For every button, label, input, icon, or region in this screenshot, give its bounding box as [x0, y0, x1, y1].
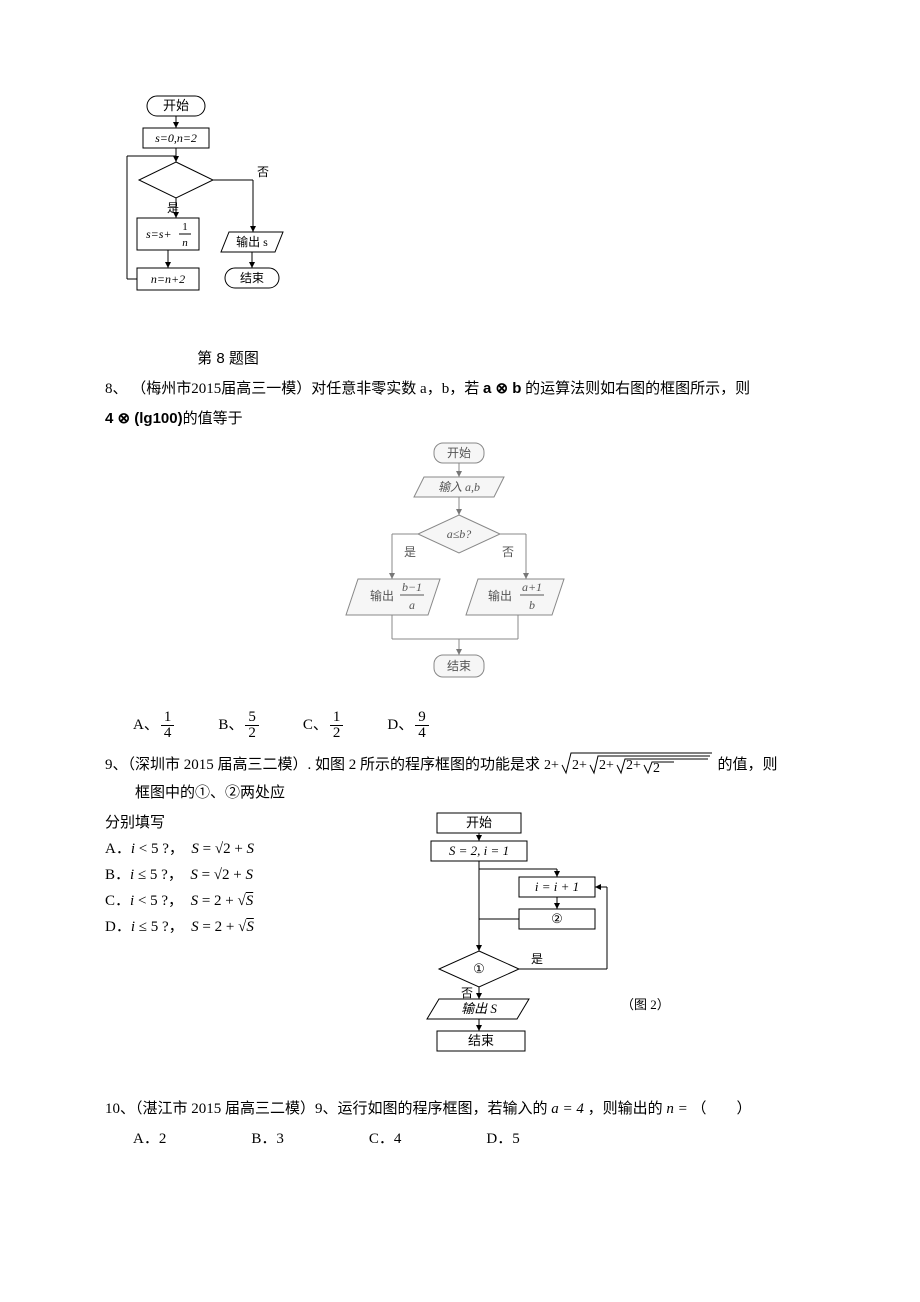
q10-c: C．4 — [369, 1127, 402, 1151]
q8fc-yes: 是 — [404, 545, 416, 559]
q9-line1: 9、（深圳市 2015 届高三二模）. 如图 2 所示的程序框图的功能是求 2+… — [105, 747, 805, 777]
q8-b-n: 5 — [245, 710, 259, 726]
fc7-end: 结束 — [240, 271, 264, 285]
q10-src: （湛江市 2015 届高三二模）9、运行如图的程序框图，若输入的 — [135, 1101, 548, 1117]
q9-fc-svg: 开始 S = 2, i = 1 i = i + 1 ② ① 是 否 输出 S 结… — [389, 809, 669, 1059]
q8-src: （梅州市2015届高三一模）对任意非零实数 — [131, 381, 416, 397]
q8-choices: A、14 B、52 C、12 D、94 — [105, 710, 805, 741]
q8-tail: 的值等于 — [183, 411, 243, 427]
q9-line2b: 分别填写 — [105, 811, 365, 835]
q8-line1: 8、 （梅州市2015届高三一模）对任意非零实数 a，b，若 a ⊗ b 的运算… — [105, 377, 805, 401]
svg-text:2+: 2+ — [599, 758, 614, 773]
q8fc-cond: a≤b? — [447, 527, 472, 541]
q8-mid2: 的运算法则如右图的框图所示，则 — [525, 381, 750, 397]
q9-line2a: 框图中的①、②两处应 — [105, 781, 805, 805]
q9fc-cond: ① — [473, 961, 485, 976]
q8-flowchart: 开始 输入 a,b a≤b? 是 否 输出 b−1 a 输出 a+1 b 结束 — [105, 439, 805, 702]
fc7-no: 否 — [257, 165, 269, 179]
q8fc-o2d: b — [529, 598, 535, 612]
q8-line2: 4 ⊗ (lg100)的值等于 — [105, 407, 805, 431]
q8-d-d: 4 — [415, 726, 429, 741]
fc7-step: s=s+ — [146, 227, 172, 241]
q9-tail: 的值，则 — [718, 757, 778, 773]
q9-num: 9、 — [105, 757, 128, 773]
q10-choices: A．2 B．3 C．4 D．5 — [105, 1127, 805, 1151]
fc7-yes: 是 — [167, 201, 179, 215]
q9fc-cap: （图 2） — [621, 997, 669, 1012]
svg-text:2+: 2+ — [626, 758, 641, 773]
q9fc-out: 输出 S — [461, 1001, 497, 1016]
q10-d: D．5 — [486, 1127, 519, 1151]
fc7-fracd: n — [182, 237, 188, 249]
q8-a-n: 1 — [161, 710, 175, 726]
q8-chD: D、94 — [387, 710, 430, 741]
fc7-fracn: 1 — [182, 221, 188, 233]
q8fc-o1d: a — [409, 598, 415, 612]
q8-chA: A、14 — [133, 710, 176, 741]
flowchart-top-svg: 开始 s=0,n=2 是 否 s=s+ 1 n n=n+2 输出 s 结束 — [105, 92, 290, 337]
q8fc-out1p: 输出 — [370, 588, 394, 603]
q9-nested-expr: 2+ 2+ 2+ 2+ 2 — [544, 757, 718, 773]
q10-var: n = — [666, 1101, 691, 1117]
q8-chC: C、12 — [303, 710, 346, 741]
q9fc-no: 否 — [461, 986, 473, 1000]
q8-op: a ⊗ b — [483, 380, 521, 397]
svg-text:2: 2 — [653, 761, 660, 776]
q9-optA: A．i < 5 ?， S = √2 + S — [105, 837, 365, 861]
q9-optB: B．i ≤ 5 ?， S = √2 + S — [105, 863, 365, 887]
q9fc-init: S = 2, i = 1 — [449, 843, 509, 858]
q8-fc-svg: 开始 输入 a,b a≤b? 是 否 输出 b−1 a 输出 a+1 b 结束 — [340, 439, 570, 694]
q8fc-end: 结束 — [447, 659, 471, 673]
q9-options: 分别填写 A．i < 5 ?， S = √2 + S B．i ≤ 5 ?， S … — [105, 809, 365, 941]
fc7-incr: n=n+2 — [151, 272, 185, 286]
q8fc-o1n: b−1 — [402, 580, 422, 594]
q8-d-lbl: D、 — [387, 717, 413, 733]
q10-tail: ，则输出的 — [588, 1101, 663, 1117]
q8fc-input: 输入 a,b — [438, 480, 480, 494]
q8-mid1: a，b，若 — [420, 381, 479, 397]
q10-line: 10、（湛江市 2015 届高三二模）9、运行如图的程序框图，若输入的 a = … — [105, 1097, 805, 1121]
q9-flowchart: 开始 S = 2, i = 1 i = i + 1 ② ① 是 否 输出 S 结… — [389, 809, 669, 1067]
q8fc-o2n: a+1 — [522, 580, 542, 594]
q8-expr2: 4 ⊗ (lg100) — [105, 410, 183, 427]
flowchart-top: 开始 s=0,n=2 是 否 s=s+ 1 n n=n+2 输出 s 结束 — [105, 92, 805, 345]
q10-b: B．3 — [251, 1127, 284, 1151]
q10-mid: a = 4 — [551, 1101, 584, 1117]
q9-optD: D．i ≤ 5 ?， S = 2 + √S — [105, 915, 365, 939]
q8-d-n: 9 — [415, 710, 429, 726]
svg-text:2+: 2+ — [544, 758, 559, 773]
fc7-start: 开始 — [163, 98, 189, 113]
q8-b-d: 2 — [245, 726, 259, 741]
q9fc-end: 结束 — [468, 1033, 494, 1048]
q8-c-n: 1 — [330, 710, 344, 726]
q10-a: A．2 — [133, 1127, 166, 1151]
q8-chB: B、52 — [218, 710, 261, 741]
q8fc-no: 否 — [502, 545, 514, 559]
q10-num: 10、 — [105, 1101, 135, 1117]
q8-c-d: 2 — [330, 726, 344, 741]
fc7-out: 输出 s — [236, 234, 268, 249]
q9fc-box2: ② — [551, 911, 563, 926]
q8-c-lbl: C、 — [303, 717, 328, 733]
q8-a-lbl: A、 — [133, 717, 159, 733]
q9-body: 分别填写 A．i < 5 ?， S = √2 + S B．i ≤ 5 ?， S … — [105, 809, 805, 1067]
q9-src: （深圳市 2015 届高三二模）. 如图 2 所示的程序框图的功能是求 — [128, 757, 541, 773]
q8-b-lbl: B、 — [218, 717, 243, 733]
q10-paren: （ ） — [692, 1101, 752, 1117]
q9fc-incr: i = i + 1 — [535, 879, 579, 894]
q8fc-out2p: 输出 — [488, 588, 512, 603]
q9-optC: C．i < 5 ?， S = 2 + √S — [105, 889, 365, 913]
q8fc-start: 开始 — [447, 446, 471, 460]
svg-text:2+: 2+ — [572, 758, 587, 773]
q9fc-yes: 是 — [531, 952, 543, 966]
fc7-caption: 第 8 题图 — [105, 347, 293, 371]
q9fc-start: 开始 — [466, 815, 492, 830]
q8-a-d: 4 — [161, 726, 175, 741]
q8-num: 8、 — [105, 381, 128, 397]
fc7-init: s=0,n=2 — [155, 131, 197, 145]
